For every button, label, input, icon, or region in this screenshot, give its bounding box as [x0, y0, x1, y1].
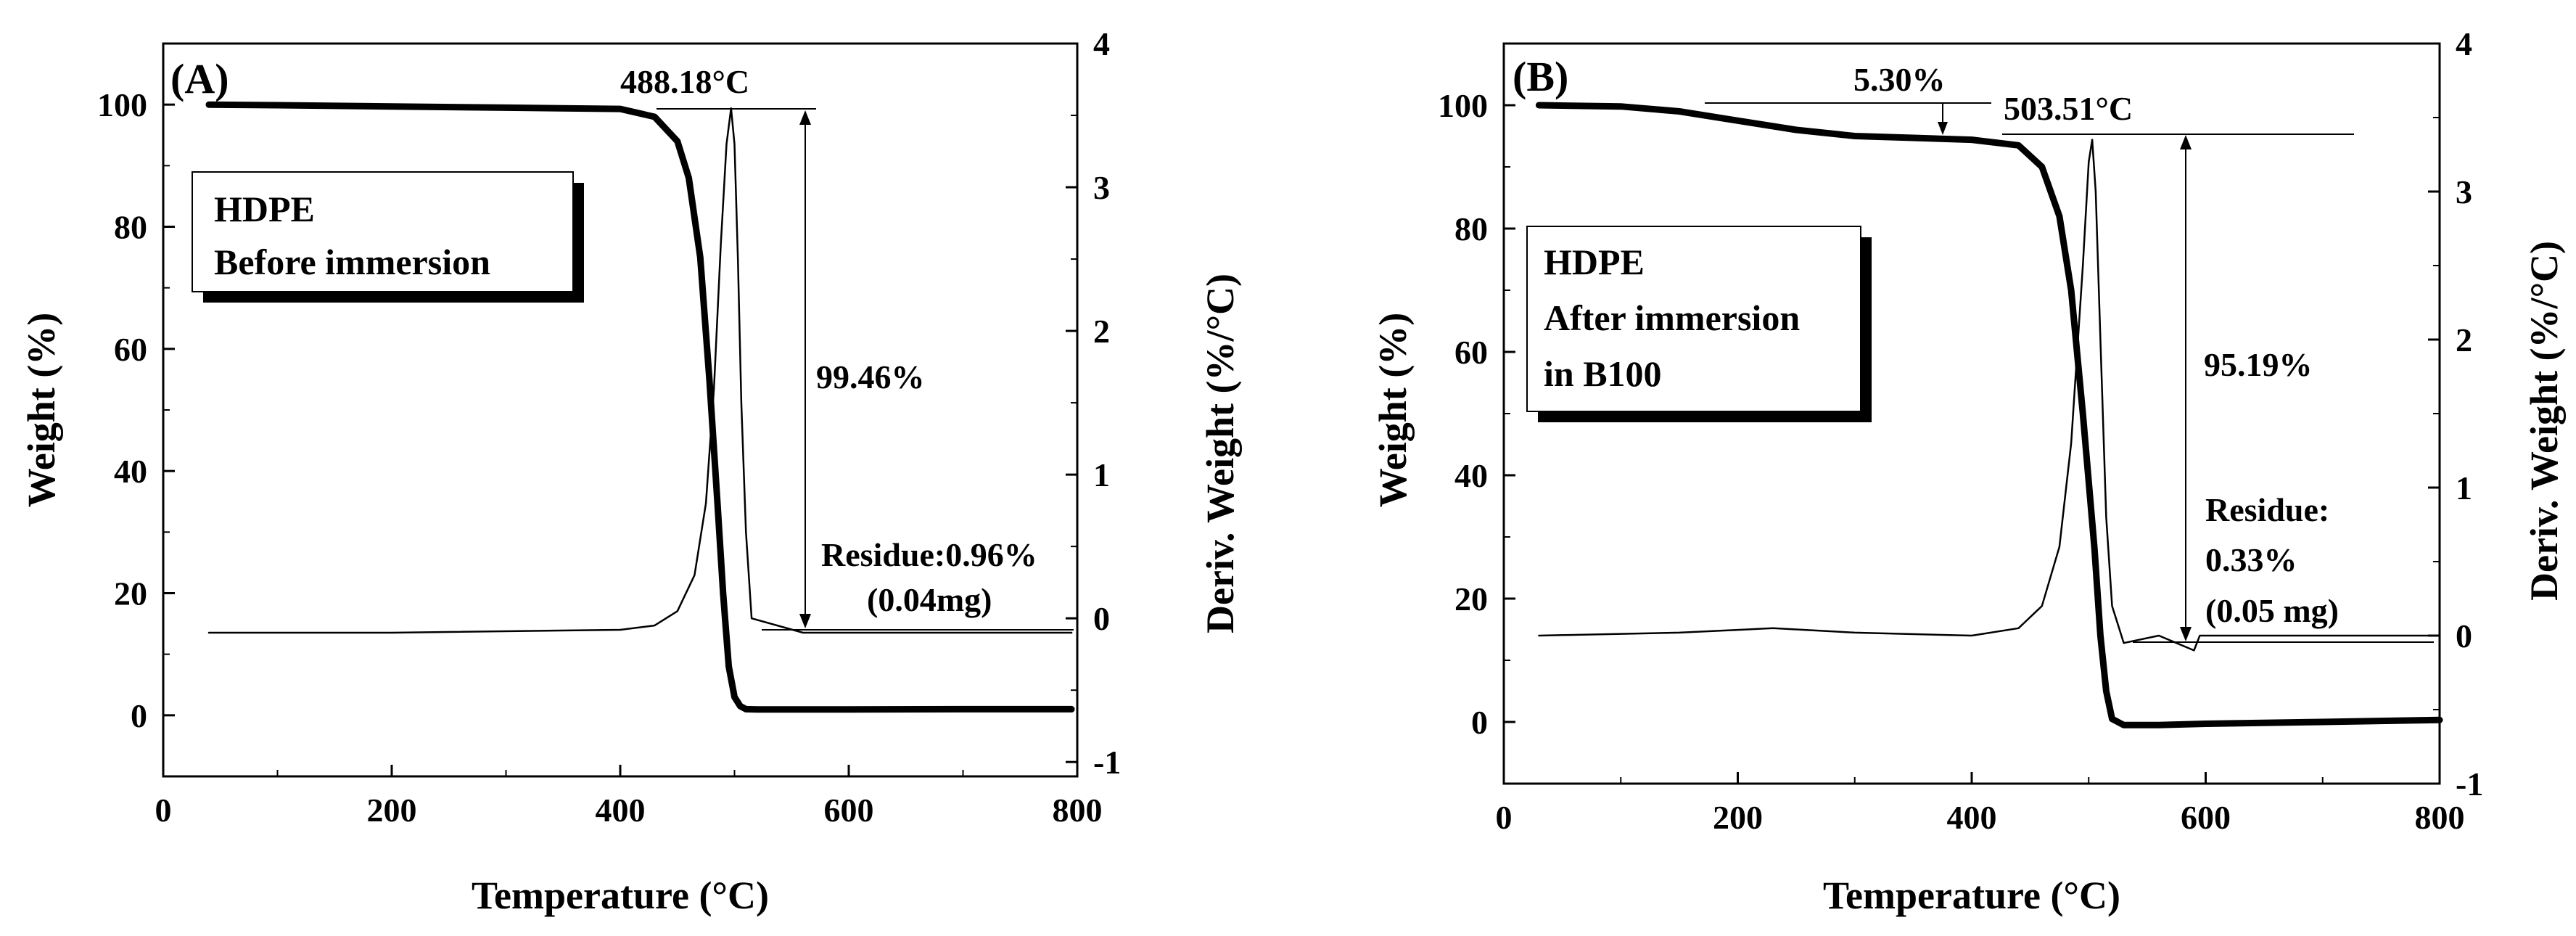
peak-temperature-label-a: 488.18°C	[620, 63, 749, 100]
y-tick-label: 40	[1454, 457, 1488, 494]
residue-mass-label-a: (0.04mg)	[867, 581, 992, 618]
loss-arrow-head-down-b	[2180, 627, 2192, 641]
plot-frame-a	[162, 42, 1079, 778]
loss-percentage-label-b: 95.19%	[2204, 346, 2313, 383]
legend-line-b-0: HDPE	[1544, 242, 1645, 282]
y2-tick-label: 1	[2456, 469, 2472, 506]
y-axis-title-b: Weight (%)	[1371, 313, 1415, 507]
loss-arrow-head-up-a	[799, 110, 811, 125]
loss-arrow-head-up-b	[2180, 135, 2192, 149]
y2-tick-label: 0	[1093, 600, 1110, 637]
x-tick-label: 800	[1053, 792, 1103, 829]
weight-curve	[205, 101, 1075, 713]
step-arrow-head-b	[1938, 122, 1948, 135]
x-axis-title-b: Temperature (°C)	[1823, 874, 2120, 917]
legend-line-a-1: Before immersion	[214, 242, 490, 282]
y-tick-label: 80	[1454, 210, 1488, 247]
x-tick-label: 0	[1496, 799, 1513, 836]
residue-label-b: Residue:	[2205, 491, 2329, 528]
weight-curve	[1535, 102, 2443, 728]
series-group-a	[205, 101, 1075, 713]
x-tick-label: 400	[1947, 799, 1997, 836]
x-tick-label: 200	[1713, 799, 1763, 836]
x-axis-title-a: Temperature (°C)	[472, 874, 769, 917]
x-tick-label: 600	[2181, 799, 2231, 836]
legend-box-a	[192, 171, 574, 292]
y-axis-title-a: Weight (%)	[20, 313, 63, 507]
legend-line-a-0: HDPE	[214, 189, 315, 229]
y2-axis-title-b: Deriv. Weight (%/°C)	[2522, 241, 2566, 601]
y2-tick-label: -1	[2456, 765, 2483, 802]
legend-box-b	[1526, 226, 1861, 412]
y2-tick-label: 3	[1093, 169, 1110, 206]
panel-label-a: (A)	[170, 55, 229, 102]
y-tick-label: 100	[1438, 87, 1488, 124]
y-axis-ticks-a: 0 20 40 60 80 100	[97, 86, 175, 734]
y2-tick-label: 1	[1093, 456, 1110, 493]
peak-temperature-label-b: 503.51°C	[2004, 90, 2133, 127]
x-tick-label: 200	[367, 792, 417, 829]
panel-a: 0 200 400 600 800 0 20 40 60 80 100 -1 0 1 2 3 4 (A) H…	[20, 25, 1242, 917]
y-tick-label: 100	[97, 86, 147, 123]
y2-tick-label: 0	[2456, 617, 2472, 654]
y-tick-label: 80	[114, 209, 147, 246]
x-tick-label: 400	[596, 792, 646, 829]
panel-b: 0 200 400 600 800 0 20 40 60 80 100 -1 0 1 2 3 4 (B) H…	[1371, 25, 2566, 917]
y2-axis-ticks-a: -1 0 1 2 3 4	[1066, 25, 1121, 781]
series-group-b	[1535, 102, 2443, 728]
y2-tick-label: 4	[1093, 25, 1110, 62]
residue-percent-label-b: 0.33%	[2205, 541, 2297, 578]
y2-tick-label: 3	[2456, 173, 2472, 210]
residue-mass-label-b: (0.05 mg)	[2205, 592, 2339, 629]
derivative-curve	[1538, 139, 2441, 652]
y2-tick-label: -1	[1093, 744, 1121, 781]
step-loss-label-b: 5.30%	[1853, 61, 1946, 98]
y2-axis-ticks-b: -1 0 1 2 3 4	[2428, 25, 2483, 802]
y-tick-label: 0	[131, 697, 147, 734]
y-tick-label: 20	[1454, 580, 1488, 617]
x-axis-ticks-b: 0 200 400 600 800	[1496, 772, 2465, 836]
derivative-curve	[207, 107, 1073, 634]
legend-line-b-1: After immersion	[1544, 297, 1800, 338]
residue-label-a: Residue:0.96%	[821, 536, 1037, 573]
x-axis-ticks-a: 0 200 400 600 800	[155, 765, 1103, 829]
y-tick-label: 60	[1454, 334, 1488, 371]
y2-axis-title-a: Deriv. Weight (%/°C)	[1198, 274, 1242, 633]
y-tick-label: 20	[114, 575, 147, 612]
y-tick-label: 0	[1471, 704, 1488, 741]
y2-tick-label: 2	[1093, 313, 1110, 350]
y-tick-label: 40	[114, 453, 147, 490]
x-tick-label: 600	[824, 792, 874, 829]
loss-arrow-head-down-a	[799, 614, 811, 628]
x-tick-label: 800	[2415, 799, 2465, 836]
y2-tick-label: 2	[2456, 321, 2472, 358]
y-tick-label: 60	[114, 331, 147, 368]
y2-tick-label: 4	[2456, 25, 2472, 62]
x-tick-label: 0	[155, 792, 172, 829]
y-axis-ticks-b: 0 20 40 60 80 100	[1438, 87, 1515, 741]
loss-percentage-label-a: 99.46%	[816, 358, 925, 395]
legend-line-b-2: in B100	[1544, 353, 1662, 394]
panel-label-b: (B)	[1513, 53, 1568, 100]
